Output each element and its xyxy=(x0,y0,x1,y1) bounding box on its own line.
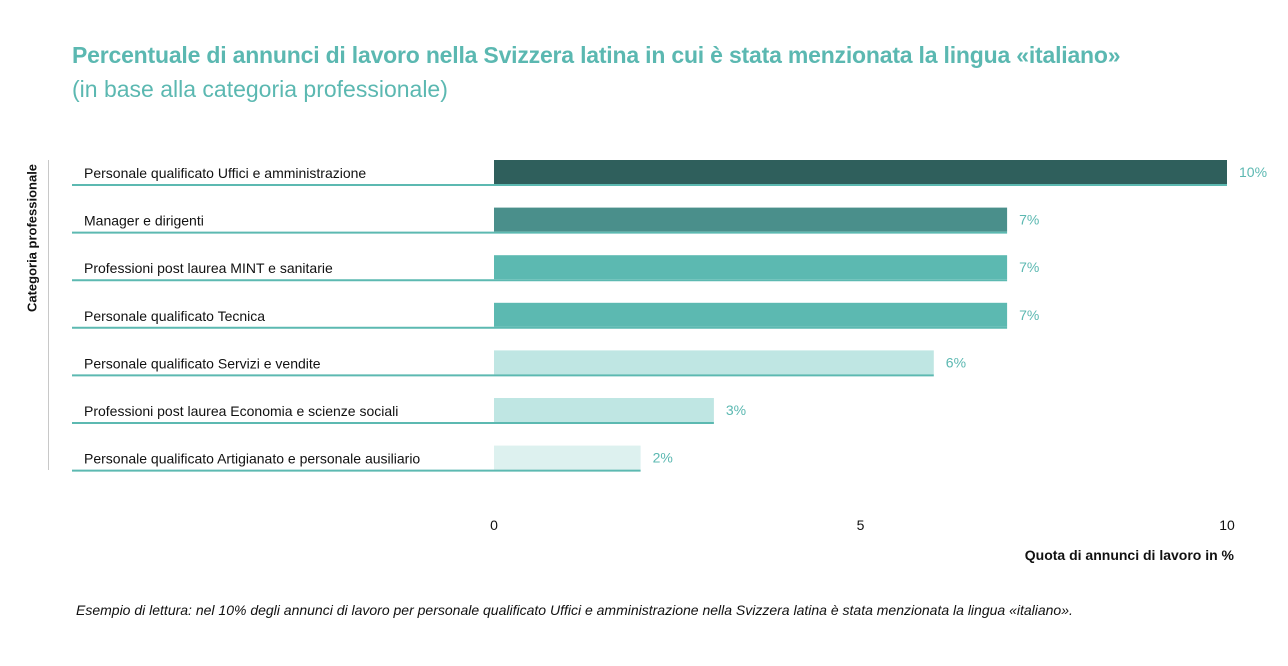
category-label: Professioni post laurea MINT e sanitarie xyxy=(84,260,333,276)
category-label: Personale qualificato Servizi e vendite xyxy=(84,355,321,371)
value-label: 2% xyxy=(653,450,673,466)
value-label: 10% xyxy=(1239,164,1267,180)
category-label: Personale qualificato Uffici e amministr… xyxy=(84,165,366,181)
bar xyxy=(494,160,1227,184)
x-tick-label: 5 xyxy=(857,517,865,533)
category-label: Personale qualificato Tecnica xyxy=(84,308,265,324)
y-axis-line xyxy=(48,160,49,470)
value-label: 7% xyxy=(1019,212,1039,228)
reading-example-footnote: Esempio di lettura: nel 10% degli annunc… xyxy=(76,602,1073,618)
chart-title: Percentuale di annunci di lavoro nella S… xyxy=(72,42,1121,68)
category-label: Personale qualificato Artigianato e pers… xyxy=(84,451,420,467)
chart-subtitle: (in base alla categoria professionale) xyxy=(72,76,448,102)
value-label: 3% xyxy=(726,402,746,418)
x-tick-label: 10 xyxy=(1219,517,1235,533)
category-label: Professioni post laurea Economia e scien… xyxy=(84,403,398,419)
category-label: Manager e dirigenti xyxy=(84,213,204,229)
bar xyxy=(494,302,1008,327)
bar xyxy=(494,445,641,470)
x-tick-label: 0 xyxy=(490,517,498,533)
x-axis-title: Quota di annunci di lavoro in % xyxy=(1024,547,1234,563)
value-label: 7% xyxy=(1019,259,1039,275)
bar xyxy=(494,398,714,422)
bar xyxy=(494,255,1008,280)
value-label: 6% xyxy=(946,354,966,370)
bar xyxy=(494,350,934,375)
value-label: 7% xyxy=(1019,307,1039,323)
bar xyxy=(494,207,1008,232)
